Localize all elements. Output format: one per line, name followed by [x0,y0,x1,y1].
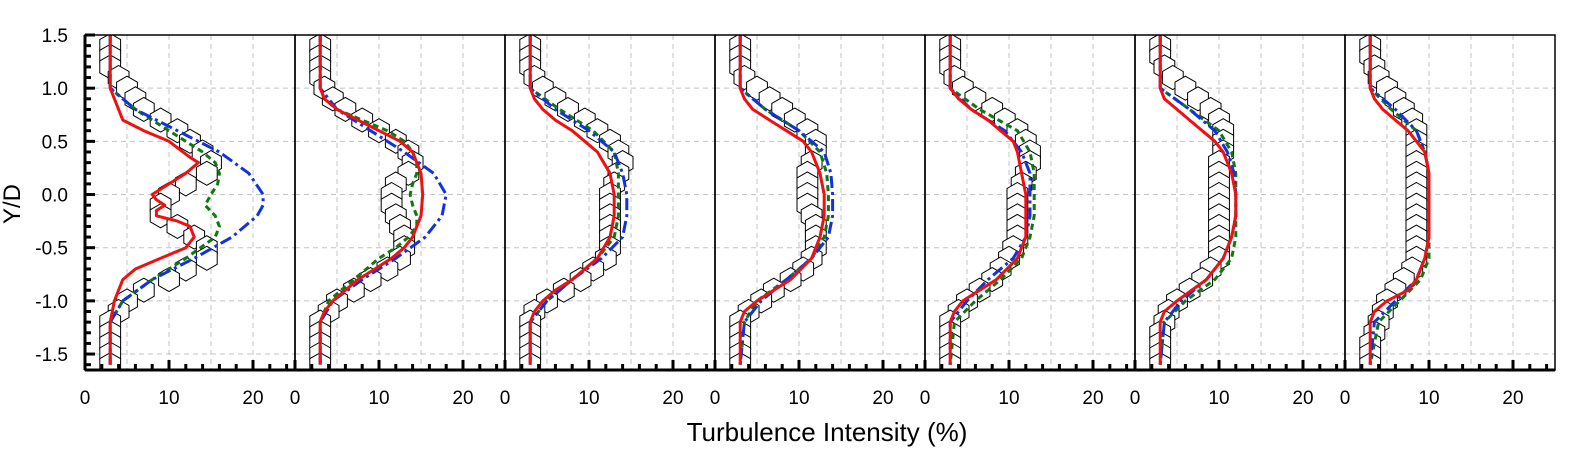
series-line-blue [738,35,835,365]
x-axis-label: Turbulence Intensity (%) [687,417,968,447]
grid-layer [85,34,1555,370]
series-line-green [948,35,1036,365]
x-tick-label: 20 [872,388,893,409]
x-tick-label: 10 [158,388,179,409]
x-tick-label: 0 [710,388,721,409]
x-tick-label: 20 [662,388,683,409]
panel-series-2 [309,35,448,370]
series-line-green [318,35,419,365]
panel-series-5 [939,35,1041,370]
experiment-marker [174,256,197,282]
y-tick-label: -0.5 [35,239,68,260]
series-line-blue [108,35,265,365]
series-line-red [108,35,200,365]
y-tick-label: -1.5 [35,345,68,366]
series-line-blue [528,35,629,365]
experiment-marker [342,277,365,303]
panel-series-1 [99,35,265,370]
y-tick-label: -1.0 [35,292,68,313]
x-tick-label: 0 [920,388,931,409]
x-tick-label: 20 [242,388,263,409]
y-tick-label: 1.0 [42,79,68,100]
panel-series-7 [1359,35,1431,370]
x-tick-label: 0 [80,388,91,409]
x-tick-label: 10 [788,388,809,409]
panel-series-4 [729,35,835,370]
x-tick-label: 20 [1502,388,1523,409]
y-tick-label: 0.0 [42,186,68,207]
x-tick-label: 10 [578,388,599,409]
panel-series-6 [1149,35,1238,370]
experiment-marker [569,267,592,293]
ticks-layer [83,33,1549,370]
experiment-marker [132,277,155,303]
x-tick-label: 0 [1130,388,1141,409]
y-axis-label: Y/D [0,184,26,224]
x-tick-label: 20 [1292,388,1313,409]
series-line-red [948,35,1028,365]
labels-layer: 1.5 1.0 0.5 0.0 -0.5 -1.0 -1.5 0 10 20 0 10 20 0 10 20 0… [35,26,1523,409]
x-tick-label: 0 [500,388,511,409]
panel-series-3 [519,35,634,370]
series-line-red [1158,35,1238,365]
series-line-green [108,35,221,365]
x-tick-label: 10 [368,388,389,409]
y-tick-label: 0.5 [42,132,68,153]
x-tick-label: 10 [1208,388,1229,409]
series-line-red [1368,35,1431,365]
series-line-red [318,35,425,365]
experiment-marker [195,160,218,186]
x-tick-label: 20 [1082,388,1103,409]
series-layer [99,35,1431,370]
y-tick-label: 1.5 [42,26,68,47]
x-tick-label: 0 [1340,388,1351,409]
x-tick-label: 0 [290,388,301,409]
series-line-red [738,35,826,365]
series-line-red [528,35,616,365]
frames-layer [83,34,1556,372]
x-tick-label: 10 [998,388,1019,409]
x-tick-label: 10 [1418,388,1439,409]
x-tick-label: 20 [452,388,473,409]
